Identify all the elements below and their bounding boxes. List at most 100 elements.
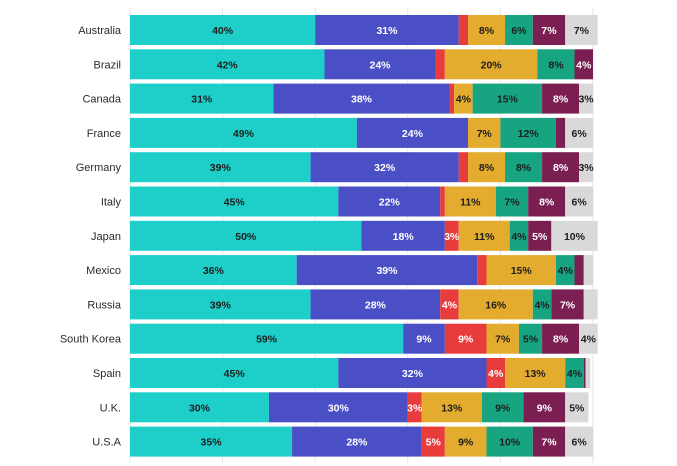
bar-segment [509,220,529,251]
data-label: 4% [456,94,472,106]
bar-segment [542,83,580,114]
data-label: 39% [376,265,398,277]
data-label: 7% [541,437,557,449]
data-label: 12% [518,128,540,140]
bar-segment [579,83,593,114]
bar-segment [292,426,422,457]
data-label: 4% [442,299,458,311]
bar-segment [565,15,598,45]
bar-segment [435,49,445,80]
data-label: 45% [224,197,246,209]
data-label: 42% [217,59,239,71]
data-label: 30% [189,402,211,414]
data-label: 6% [511,25,527,37]
data-label: 32% [374,162,396,174]
bar-segment [315,15,459,45]
bar-segment [542,323,580,354]
data-label: 5% [426,437,442,449]
bar-segment [583,358,586,388]
bar-segment [444,220,459,251]
data-label: 28% [365,299,387,311]
bar-segment [555,255,575,286]
data-label: 4% [488,368,504,380]
data-label: 9% [416,334,432,346]
bar-segment [574,255,584,286]
data-label: 24% [370,59,392,71]
bar-segment [467,117,501,148]
data-label: 36% [203,265,225,277]
data-label: 5% [532,231,548,243]
bar-segment [130,358,339,388]
bar-segment [130,255,297,286]
data-label: 59% [256,334,278,346]
data-label: 9% [458,437,474,449]
bar-segment [495,186,529,217]
bar-segment [486,426,533,457]
data-label: 4% [581,334,597,346]
data-label: 31% [376,25,398,37]
data-label: 8% [539,197,555,209]
data-label: 6% [572,128,588,140]
bar-segment [130,152,311,183]
data-label: 7% [541,25,557,37]
data-label: 13% [441,402,463,414]
category-label: Spain [93,368,121,380]
bar-segment [130,220,362,251]
bar-segment [458,289,533,320]
bar-segment [532,289,552,320]
data-label: 9% [458,334,474,346]
bar-segment [444,49,538,80]
data-label: 8% [548,59,564,71]
bar-segment [486,255,556,286]
data-label: 5% [569,402,585,414]
data-label: 40% [212,25,234,37]
data-label: 32% [402,368,424,380]
data-label: 28% [346,437,368,449]
bar-segment [338,186,441,217]
data-label: 11% [474,231,495,243]
bar-segment [458,15,468,45]
data-label: 7% [574,25,590,37]
bar-segment [444,323,487,354]
data-label: 30% [328,402,350,414]
bar-segment [579,323,598,354]
bar-row: 36% 39% 15% 4% [130,255,593,286]
bar-row: 40% 31% 8% 6% 7% 7% [130,15,598,45]
data-label: 3% [444,231,460,243]
bar-segment [532,15,566,45]
bar-row: 42% 24% 20% 8% 4% [130,49,593,80]
bar-segment [555,117,566,148]
data-label: 4% [534,299,550,311]
bar-segment [356,117,468,148]
data-label: 20% [481,59,503,71]
data-label: 50% [235,231,257,243]
data-label: 22% [379,197,401,209]
data-label: 3% [578,94,594,106]
data-label: 18% [393,231,415,243]
bar-segment [454,83,473,114]
bar-segment [505,15,533,45]
bar-segment [338,358,487,388]
category-label: Australia [78,25,122,37]
bar-segment [273,83,450,114]
bar-segment [130,186,339,217]
data-label: 8% [553,162,569,174]
bar-segment [130,392,269,423]
bar-segment [585,358,591,388]
category-label: Germany [76,162,122,174]
bar-segment [130,426,293,457]
data-label: 6% [572,437,588,449]
data-label: 7% [495,334,511,346]
bar-row: 59% 9% 9% 7% 5% 8% 4% [130,323,598,354]
data-label: 15% [497,94,519,106]
category-labels: Australia Brazil Canada France Germany Italy J… [60,25,122,449]
bar-segment [565,358,584,388]
data-label: 35% [201,437,223,449]
bar-row: 50% 18% 3% 11% 4% 5% 10% [130,220,598,251]
bar-segment [130,49,325,80]
data-label: 7% [560,299,576,311]
data-label: 7% [477,128,493,140]
bar-segment [583,255,593,286]
